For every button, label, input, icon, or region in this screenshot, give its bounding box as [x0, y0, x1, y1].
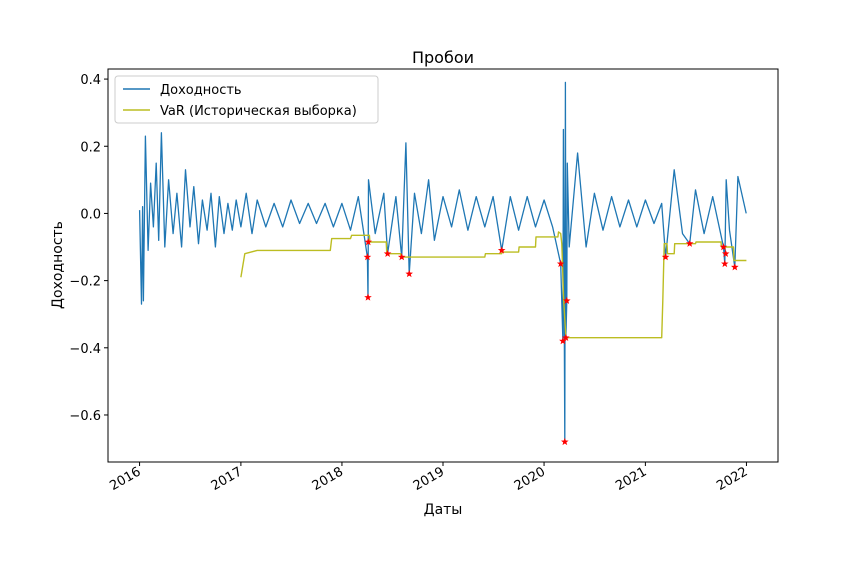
breach-marker — [661, 253, 670, 261]
x-tick-label: 2017 — [209, 464, 245, 494]
breach-marker — [363, 253, 372, 261]
legend: Доходность VaR (Историческая выборка) — [114, 75, 379, 124]
breach-marker — [731, 263, 739, 271]
breach-marker — [562, 333, 570, 341]
breach-marker — [561, 437, 569, 446]
y-tick-label: −0.4 — [69, 342, 101, 357]
y-axis-label: Доходность — [50, 221, 66, 309]
breach-marker — [364, 293, 372, 301]
x-tick-label: 2020 — [512, 464, 548, 494]
x-tick-label: 2021 — [613, 464, 649, 494]
x-tick-label: 2018 — [310, 464, 346, 494]
y-tick-label: −0.6 — [69, 409, 101, 424]
breach-marker — [721, 259, 729, 268]
breach-marker — [563, 296, 571, 304]
y-tick-label: −0.2 — [69, 275, 101, 290]
series-var-line — [240, 231, 747, 339]
legend-label-var: VaR (Историческая выборка) — [160, 104, 357, 119]
plot-frame — [107, 68, 779, 463]
breach-layer — [363, 238, 739, 446]
breach-marker — [721, 249, 730, 257]
chart-title: Пробои — [412, 48, 474, 67]
legend-label-returns: Доходность — [160, 83, 242, 98]
breach-marker — [397, 253, 406, 261]
y-tick-label: 0.2 — [80, 140, 101, 155]
breach-marker — [719, 243, 728, 251]
breach-marker — [405, 269, 413, 278]
x-axis-label: Даты — [424, 502, 463, 518]
plot-area — [138, 81, 747, 446]
y-tick-label: 0.4 — [80, 73, 101, 88]
breach-marker — [556, 259, 565, 268]
x-tick-label: 2016 — [107, 464, 143, 494]
y-tick-label: 0.0 — [80, 207, 101, 222]
breach-marker — [559, 337, 567, 345]
y-axis: 0.4 0.2 0.0 −0.2 −0.4 −0.6 — [69, 73, 108, 424]
x-tick-label: 2022 — [714, 464, 750, 494]
breach-marker — [685, 239, 694, 247]
x-axis: 2016 2017 2018 2019 2020 2021 2022 — [107, 462, 750, 494]
x-tick-label: 2019 — [411, 464, 447, 494]
breach-marker — [364, 238, 373, 246]
series-layer — [138, 81, 747, 443]
breach-marker — [497, 246, 506, 254]
legend-box — [114, 75, 379, 124]
series-returns-line — [138, 81, 747, 443]
breach-marker — [383, 249, 392, 257]
